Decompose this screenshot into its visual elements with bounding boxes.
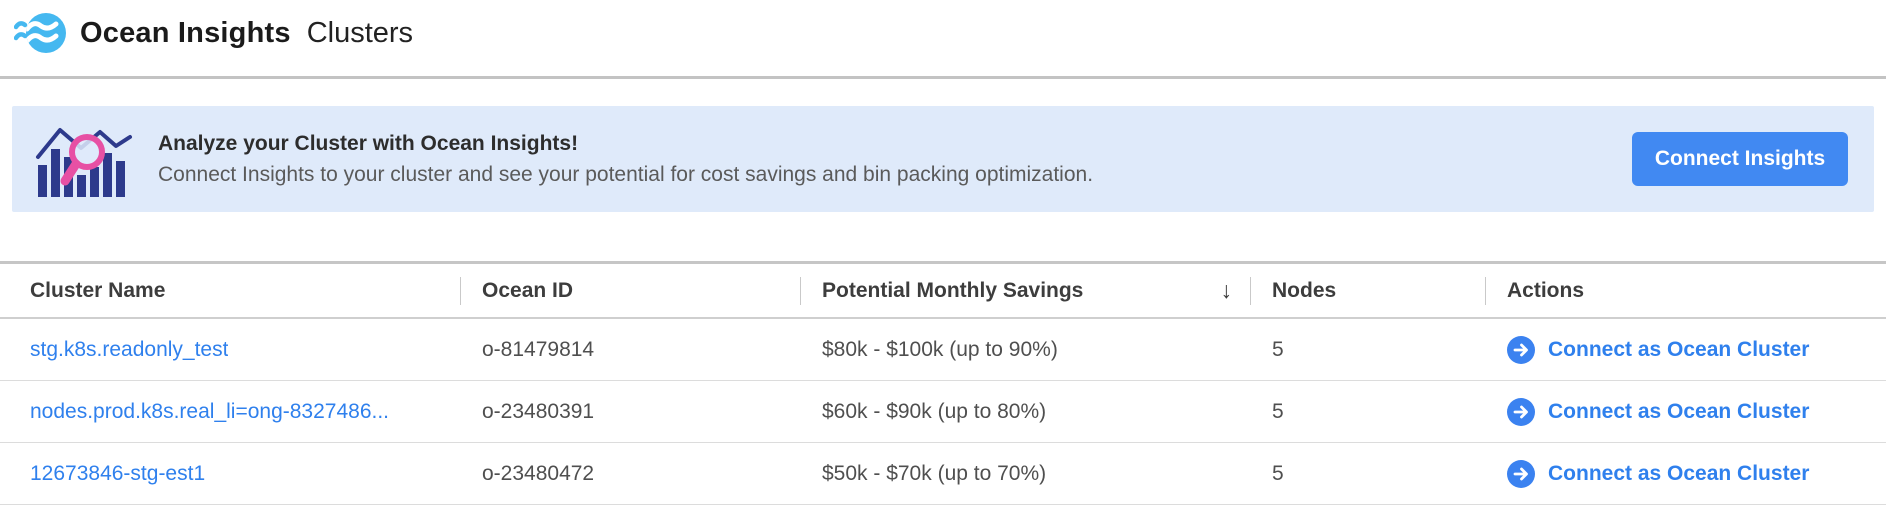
header-divider bbox=[0, 76, 1886, 79]
clusters-table: Cluster Name Ocean ID Potential Monthly … bbox=[0, 261, 1886, 505]
column-header-potential-monthly-savings[interactable]: Potential Monthly Savings ↓ bbox=[800, 277, 1250, 304]
ocean-id-cell: o-23480391 bbox=[482, 399, 595, 423]
app-header: Ocean Insights Clusters bbox=[0, 0, 1886, 76]
cluster-name-link[interactable]: nodes.prod.k8s.real_li=ong-8327486... bbox=[30, 399, 390, 423]
banner-subtitle: Connect Insights to your cluster and see… bbox=[158, 162, 1094, 186]
insights-banner: Analyze your Cluster with Ocean Insights… bbox=[12, 106, 1874, 212]
savings-cell: $80k - $100k (up to 90%) bbox=[822, 337, 1058, 361]
ocean-logo-icon bbox=[14, 13, 66, 53]
sort-descending-icon[interactable]: ↓ bbox=[1220, 277, 1233, 303]
column-header-nodes[interactable]: Nodes bbox=[1250, 279, 1485, 303]
connect-insights-button[interactable]: Connect Insights bbox=[1632, 132, 1848, 186]
cluster-name-link[interactable]: 12673846-stg-est1 bbox=[30, 461, 206, 485]
page-title: Clusters bbox=[306, 16, 414, 49]
table-row: nodes.prod.k8s.real_li=ong-8327486... o-… bbox=[0, 381, 1886, 443]
action-label: Connect as Ocean Cluster bbox=[1548, 399, 1810, 423]
connect-as-ocean-cluster-link[interactable]: Connect as Ocean Cluster bbox=[1507, 397, 1810, 426]
banner-title: Analyze your Cluster with Ocean Insights… bbox=[158, 131, 579, 155]
analytics-magnifier-icon bbox=[36, 128, 132, 197]
connect-as-ocean-cluster-link[interactable]: Connect as Ocean Cluster bbox=[1507, 459, 1810, 488]
connect-as-ocean-cluster-link[interactable]: Connect as Ocean Cluster bbox=[1507, 335, 1810, 364]
ocean-id-cell: o-23480472 bbox=[482, 461, 595, 485]
arrow-right-circle-icon bbox=[1507, 459, 1535, 488]
nodes-cell: 5 bbox=[1272, 399, 1284, 423]
ocean-id-cell: o-81479814 bbox=[482, 337, 595, 361]
table-header-row: Cluster Name Ocean ID Potential Monthly … bbox=[0, 264, 1886, 319]
table-row: stg.k8s.readonly_test o-81479814 $80k - … bbox=[0, 319, 1886, 381]
arrow-right-circle-icon bbox=[1507, 397, 1535, 426]
nodes-cell: 5 bbox=[1272, 461, 1284, 485]
table-row: 12673846-stg-est1 o-23480472 $50k - $70k… bbox=[0, 443, 1886, 505]
nodes-cell: 5 bbox=[1272, 337, 1284, 361]
app-title: Ocean Insights bbox=[80, 16, 291, 49]
column-header-savings-label: Potential Monthly Savings bbox=[822, 278, 1084, 302]
column-header-cluster-name[interactable]: Cluster Name bbox=[30, 278, 166, 302]
column-header-actions: Actions bbox=[1485, 279, 1886, 303]
action-label: Connect as Ocean Cluster bbox=[1548, 461, 1810, 485]
column-header-ocean-id[interactable]: Ocean ID bbox=[460, 279, 800, 303]
action-label: Connect as Ocean Cluster bbox=[1548, 337, 1810, 361]
savings-cell: $50k - $70k (up to 70%) bbox=[822, 461, 1047, 485]
savings-cell: $60k - $90k (up to 80%) bbox=[822, 399, 1047, 423]
arrow-right-circle-icon bbox=[1507, 335, 1535, 364]
cluster-name-link[interactable]: stg.k8s.readonly_test bbox=[30, 337, 229, 361]
